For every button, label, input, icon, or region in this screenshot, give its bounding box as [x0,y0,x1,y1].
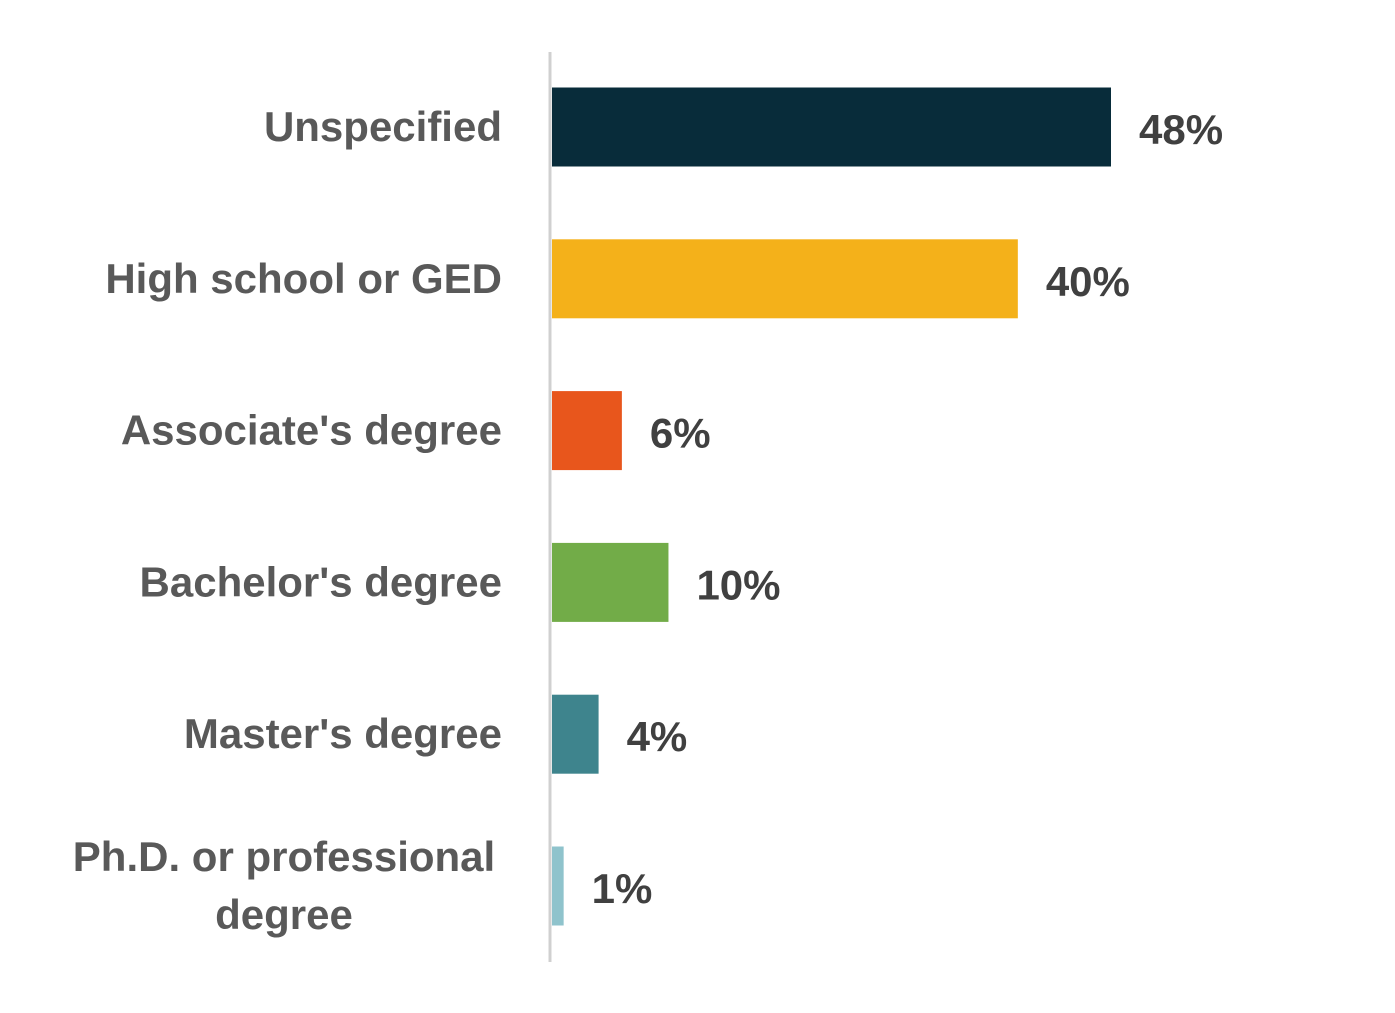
data-label-master-s-degree: 4% [627,713,688,760]
category-label-master-s-degree: Master's degree [184,710,502,757]
bar-master-s-degree [552,694,599,774]
bar-high-school-or-ged [552,239,1018,319]
category-label-associate-s-degree: Associate's degree [121,407,502,454]
bar-unspecified [552,87,1111,167]
bar-bachelor-s-degree [552,542,669,622]
bars-group [552,87,1111,926]
category-labels-group: Unspecified High school or GED Associate's… [73,103,502,938]
category-label-unspecified: Unspecified [264,103,502,150]
data-label-associate-s-degree: 6% [650,410,711,457]
data-label-unspecified: 48% [1139,106,1223,153]
data-label-high-school-or-ged: 40% [1046,258,1130,305]
bar-associate-s-degree [552,391,622,471]
data-label-ph-d-or-professional-degree: 1% [592,865,653,912]
data-label-bachelor-s-degree: 10% [696,561,780,608]
category-label-high-school-or-ged: High school or GED [105,255,502,302]
data-labels-group: 48% 40% 6% 10% 4% 1% [592,106,1223,912]
category-label-bachelor-s-degree: Bachelor's degree [140,558,502,605]
category-label-ph-d-or-professional-degree: Ph.D. or professional degree [73,833,495,938]
bar-ph-d-or-professional-degree [552,846,564,926]
